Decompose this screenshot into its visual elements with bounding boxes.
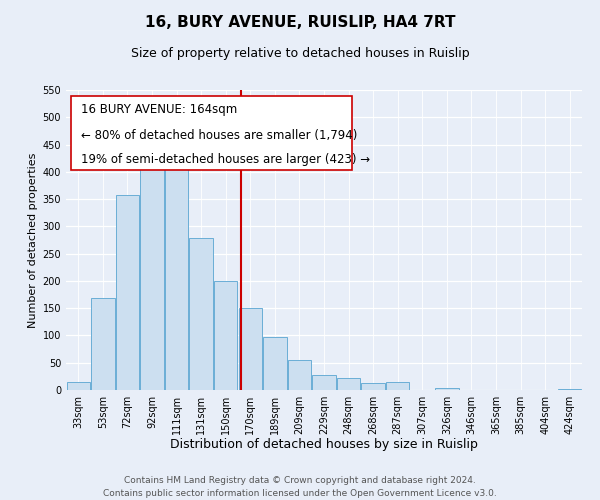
- Bar: [214, 281, 238, 390]
- Y-axis label: Number of detached properties: Number of detached properties: [28, 152, 38, 328]
- Bar: [313, 376, 335, 390]
- Bar: [140, 158, 164, 390]
- Bar: [558, 389, 581, 390]
- Bar: [361, 383, 385, 390]
- Bar: [67, 382, 90, 390]
- Text: 16 BURY AVENUE: 164sqm: 16 BURY AVENUE: 164sqm: [82, 104, 238, 117]
- Bar: [165, 158, 188, 390]
- Text: ← 80% of detached houses are smaller (1,794): ← 80% of detached houses are smaller (1,…: [82, 129, 358, 142]
- Text: Size of property relative to detached houses in Ruislip: Size of property relative to detached ho…: [131, 48, 469, 60]
- Bar: [263, 337, 287, 390]
- Bar: [337, 378, 360, 390]
- Text: 16, BURY AVENUE, RUISLIP, HA4 7RT: 16, BURY AVENUE, RUISLIP, HA4 7RT: [145, 15, 455, 30]
- Bar: [190, 238, 213, 390]
- Text: 19% of semi-detached houses are larger (423) →: 19% of semi-detached houses are larger (…: [82, 153, 371, 166]
- Bar: [435, 388, 458, 390]
- Bar: [288, 360, 311, 390]
- Bar: [239, 308, 262, 390]
- Bar: [386, 382, 409, 390]
- Bar: [91, 298, 115, 390]
- X-axis label: Distribution of detached houses by size in Ruislip: Distribution of detached houses by size …: [170, 438, 478, 452]
- FancyBboxPatch shape: [71, 96, 352, 170]
- Text: Contains HM Land Registry data © Crown copyright and database right 2024.
Contai: Contains HM Land Registry data © Crown c…: [103, 476, 497, 498]
- Bar: [116, 196, 139, 390]
